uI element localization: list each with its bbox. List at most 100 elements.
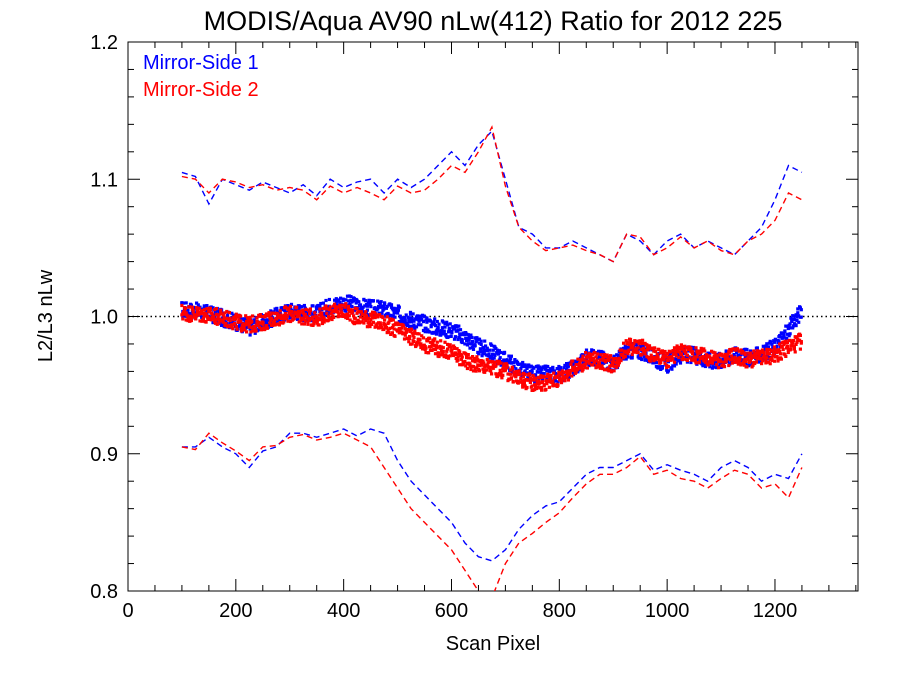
scatter-point [494,347,498,351]
scatter-point [410,324,414,328]
scatter-point [447,326,451,330]
scatter-point [660,365,664,369]
scatter-point [611,359,615,363]
scatter-point [521,371,526,375]
scatter-point [238,324,242,328]
scatter-point [526,376,530,380]
scatter-point [358,303,363,307]
scatter-point [388,302,392,306]
scatter-point [250,327,254,331]
scatter-point [282,320,286,324]
scatter-point [336,303,340,307]
scatter-point [373,316,377,320]
scatter-point [641,338,645,342]
scatter-point [698,356,702,360]
scatter-point [230,311,234,315]
scatter-point [201,316,206,321]
scatter-point [480,354,484,358]
scatter-point [584,362,588,366]
scatter-point [727,363,731,368]
x-tick-label: 200 [219,600,252,622]
scatter-point [509,357,513,361]
scatter-point [556,383,560,387]
scatter-point [465,353,469,357]
scatter-point [515,369,519,374]
scatter-point [222,317,226,321]
scatter-point [181,317,185,321]
scatter-point [433,352,438,356]
scatter-point [588,353,592,357]
scatter-point [535,370,539,374]
scatter-point [773,337,777,341]
scatter-point [392,306,396,310]
scatter-point [470,342,474,346]
scatter-point [209,318,213,322]
scatter-point [501,373,505,377]
scatter-point [379,300,383,304]
scatter-point [324,306,328,311]
scatter-point [569,362,573,366]
scatter-point [283,313,287,317]
scatter-point [622,341,626,345]
scatter-point [352,322,356,326]
scatter-point [540,377,545,381]
scatter-point [457,324,461,328]
scatter-point [565,362,569,366]
scatter-point [295,315,300,319]
scatter-point [719,365,723,369]
scatter-point [593,351,597,355]
tick-labels: 0 200 400 600 800 1000 1200 0.8 0.9 1.0 1.1 1.2 [90,32,797,622]
scatter-point [549,373,553,378]
scatter-point [570,374,574,378]
scatter-point [182,314,186,318]
scatter-point [490,365,494,369]
scatter-point [618,348,622,352]
scatter-point [214,312,218,316]
scatter-point [239,319,243,323]
scatter-point [327,297,331,302]
scatter-point [459,353,463,357]
scatter-point [553,369,557,373]
scatter-point [573,359,577,363]
scatter-point [499,361,503,365]
scatter-point [721,357,725,361]
scatter-point [506,372,510,376]
scatter-point [703,360,708,364]
scatter-point [781,340,785,344]
scatter-point [704,353,708,357]
scatter-point [751,363,755,367]
scatter-point [617,361,621,365]
scatter-point [751,354,755,358]
scatter-point [408,336,412,340]
scatter-point [529,364,533,368]
scatter-point [534,377,538,381]
scatter-point [678,350,682,354]
scatter-point [441,346,445,350]
series-2 [180,125,803,591]
scatter-point [316,303,320,308]
scatter-point [228,319,232,323]
scatter-point [415,332,419,336]
scatter-point [215,322,219,326]
scatter-point [244,314,248,318]
scatter-point [523,369,527,373]
scatter-point [390,331,394,335]
scatter-point [288,310,292,314]
scatter-point [585,366,589,370]
scatter-point [288,312,292,316]
scatter-point [396,308,400,312]
scatter-point [561,379,565,383]
scatter-point [286,304,290,308]
scatter-point [735,359,739,363]
scatter-point [502,362,507,366]
scatter-point [574,363,578,367]
scatter-point [594,366,598,370]
scatter-point [344,309,348,313]
scatter-point [435,346,439,350]
scatter-point [700,355,704,359]
scatter-point [642,349,646,353]
scatter-point [769,340,773,344]
scatter-point [511,380,515,384]
scatter-point [545,382,549,386]
scatter-point [301,308,305,312]
